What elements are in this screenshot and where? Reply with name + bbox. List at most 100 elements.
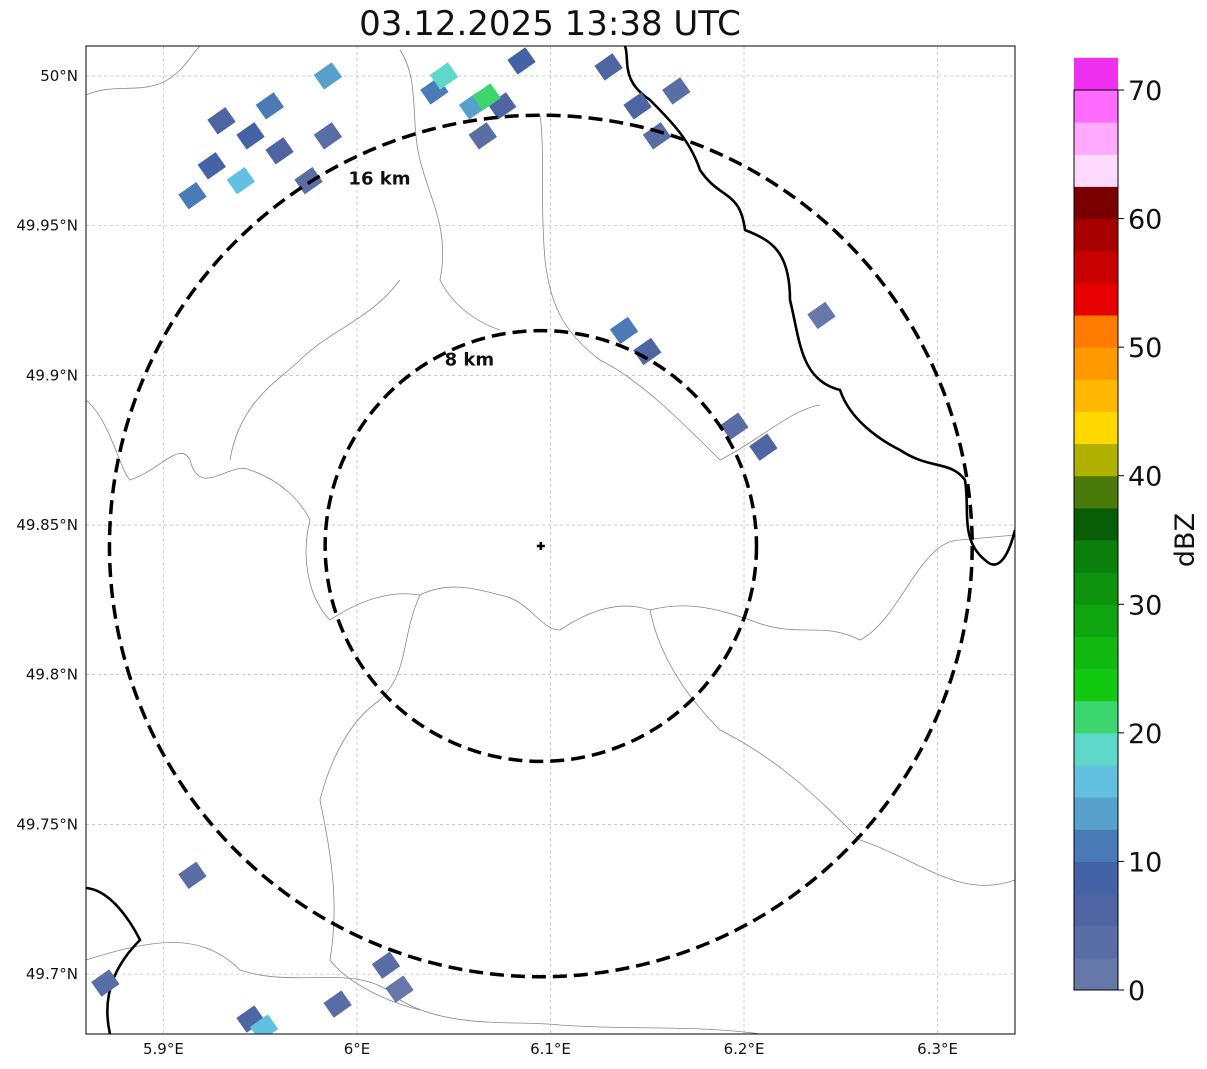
echo-cell bbox=[371, 951, 401, 979]
lat-tick-label: 49.75°N bbox=[16, 815, 78, 833]
gridlines bbox=[86, 46, 1015, 1034]
colorbar-segment bbox=[1074, 411, 1118, 445]
lat-tick-label: 49.85°N bbox=[16, 516, 78, 534]
colorbar-tick-label: 10 bbox=[1128, 847, 1162, 878]
echo-cell bbox=[207, 107, 236, 135]
colorbar-segment bbox=[1074, 250, 1118, 284]
echo-cell bbox=[623, 92, 652, 120]
region-border bbox=[399, 49, 501, 331]
plot-frame bbox=[85, 45, 1016, 1035]
range-ring bbox=[323, 328, 759, 764]
colorbar-segment bbox=[1074, 90, 1118, 123]
colorbar-segment bbox=[1074, 732, 1118, 766]
colorbar-tick-label: 60 bbox=[1128, 205, 1162, 236]
colorbar-segment bbox=[1074, 443, 1118, 477]
echo-cell bbox=[609, 316, 639, 345]
echo-cell bbox=[313, 62, 343, 90]
region-border bbox=[649, 609, 1015, 886]
colorbar-segment bbox=[1074, 925, 1118, 959]
colorbar-tick-label: 50 bbox=[1128, 333, 1162, 364]
echo-cell bbox=[385, 975, 414, 1003]
lon-tick-label: 6°E bbox=[344, 1040, 371, 1058]
region-border bbox=[86, 399, 1015, 641]
colorbar-segment bbox=[1074, 186, 1118, 220]
colorbar-segment bbox=[1074, 829, 1118, 862]
colorbar-segment bbox=[1074, 347, 1118, 380]
lon-tick-label: 6.2°E bbox=[724, 1040, 765, 1058]
echo-cell bbox=[749, 433, 778, 461]
region-border bbox=[539, 114, 821, 461]
region-border bbox=[229, 279, 401, 461]
echo-cell bbox=[226, 167, 256, 195]
echo-cell bbox=[197, 152, 226, 180]
region-border bbox=[319, 594, 421, 1011]
echo-cell bbox=[642, 122, 672, 150]
axis-tick-labels: 5.9°E 6°E 6.1°E 6.2°E 6.3°E 49.7°N 49.75°N 49.8… bbox=[16, 67, 958, 1058]
echo-cell bbox=[633, 337, 662, 366]
colorbar-segment bbox=[1074, 636, 1118, 670]
colorbar-segment bbox=[1074, 700, 1118, 734]
region-border bbox=[86, 46, 201, 96]
colorbar-segment bbox=[1074, 668, 1118, 702]
colorbar-segment bbox=[1074, 572, 1118, 605]
echo-cell bbox=[472, 83, 501, 111]
echo-cell bbox=[429, 62, 459, 90]
colorbar-tick-label: 0 bbox=[1128, 976, 1145, 1007]
lon-tick-label: 6.3°E bbox=[917, 1040, 958, 1058]
echo-cell bbox=[487, 92, 517, 120]
range-ring bbox=[107, 113, 974, 979]
echo-cell bbox=[236, 1005, 265, 1033]
echo-cell bbox=[178, 182, 207, 210]
echo-cell bbox=[249, 1014, 279, 1034]
echo-cell bbox=[91, 969, 120, 997]
colorbar-segment bbox=[1074, 122, 1118, 155]
colorbar-segment bbox=[1074, 315, 1118, 348]
lon-tick-label: 6.1°E bbox=[530, 1040, 571, 1058]
range-ring-label: 16 km bbox=[348, 169, 410, 190]
lat-tick-label: 49.8°N bbox=[26, 666, 78, 684]
lat-tick-label: 49.9°N bbox=[26, 366, 78, 384]
colorbar: 0 10 20 30 40 50 60 70 dBZ bbox=[1073, 57, 1201, 1007]
colorbar-segment bbox=[1074, 218, 1118, 252]
lat-tick-label: 50°N bbox=[40, 67, 78, 85]
echo-cell bbox=[265, 137, 294, 165]
colorbar-tick-label: 30 bbox=[1128, 590, 1162, 621]
colorbar-segment bbox=[1074, 57, 1118, 91]
echo-cell bbox=[323, 990, 352, 1018]
colorbar-segment bbox=[1074, 507, 1118, 541]
colorbar-segment bbox=[1074, 957, 1118, 991]
echo-cell bbox=[720, 412, 749, 440]
colorbar-segment bbox=[1074, 540, 1118, 573]
colorbar-label: dBZ bbox=[1170, 513, 1201, 567]
range-ring-label: 8 km bbox=[445, 349, 495, 370]
country-border bbox=[86, 886, 142, 1034]
region-border bbox=[86, 942, 761, 1034]
echo-cell bbox=[236, 122, 265, 150]
colorbar-segment bbox=[1074, 282, 1118, 316]
colorbar-tick-label: 20 bbox=[1128, 719, 1162, 750]
colorbar-segment bbox=[1074, 861, 1118, 895]
lat-tick-label: 49.95°N bbox=[16, 217, 78, 235]
echo-cell bbox=[313, 122, 343, 150]
echo-cell bbox=[594, 53, 623, 81]
colorbar-frame bbox=[1073, 89, 1119, 991]
echo-cell bbox=[662, 77, 691, 105]
echo-cell bbox=[468, 122, 497, 150]
colorbar-segment bbox=[1074, 475, 1118, 509]
echo-cell bbox=[507, 47, 536, 75]
colorbar-segment bbox=[1074, 379, 1118, 412]
colorbar-segment bbox=[1074, 765, 1118, 798]
colorbar-tick-label: 70 bbox=[1128, 76, 1162, 107]
map-title: 03.12.2025 13:38 UTC bbox=[359, 4, 741, 44]
colorbar-segment bbox=[1074, 154, 1118, 187]
echo-cell bbox=[255, 92, 285, 120]
plot-area: 8 km 16 km bbox=[85, 45, 1016, 1035]
lon-tick-label: 5.9°E bbox=[143, 1040, 184, 1058]
colorbar-tick-label: 40 bbox=[1128, 462, 1162, 493]
colorbar-segment bbox=[1074, 893, 1118, 927]
radar-echoes bbox=[91, 47, 836, 1034]
colorbar-segment bbox=[1074, 797, 1118, 830]
lat-tick-label: 49.7°N bbox=[26, 965, 78, 983]
echo-cell bbox=[807, 301, 836, 330]
